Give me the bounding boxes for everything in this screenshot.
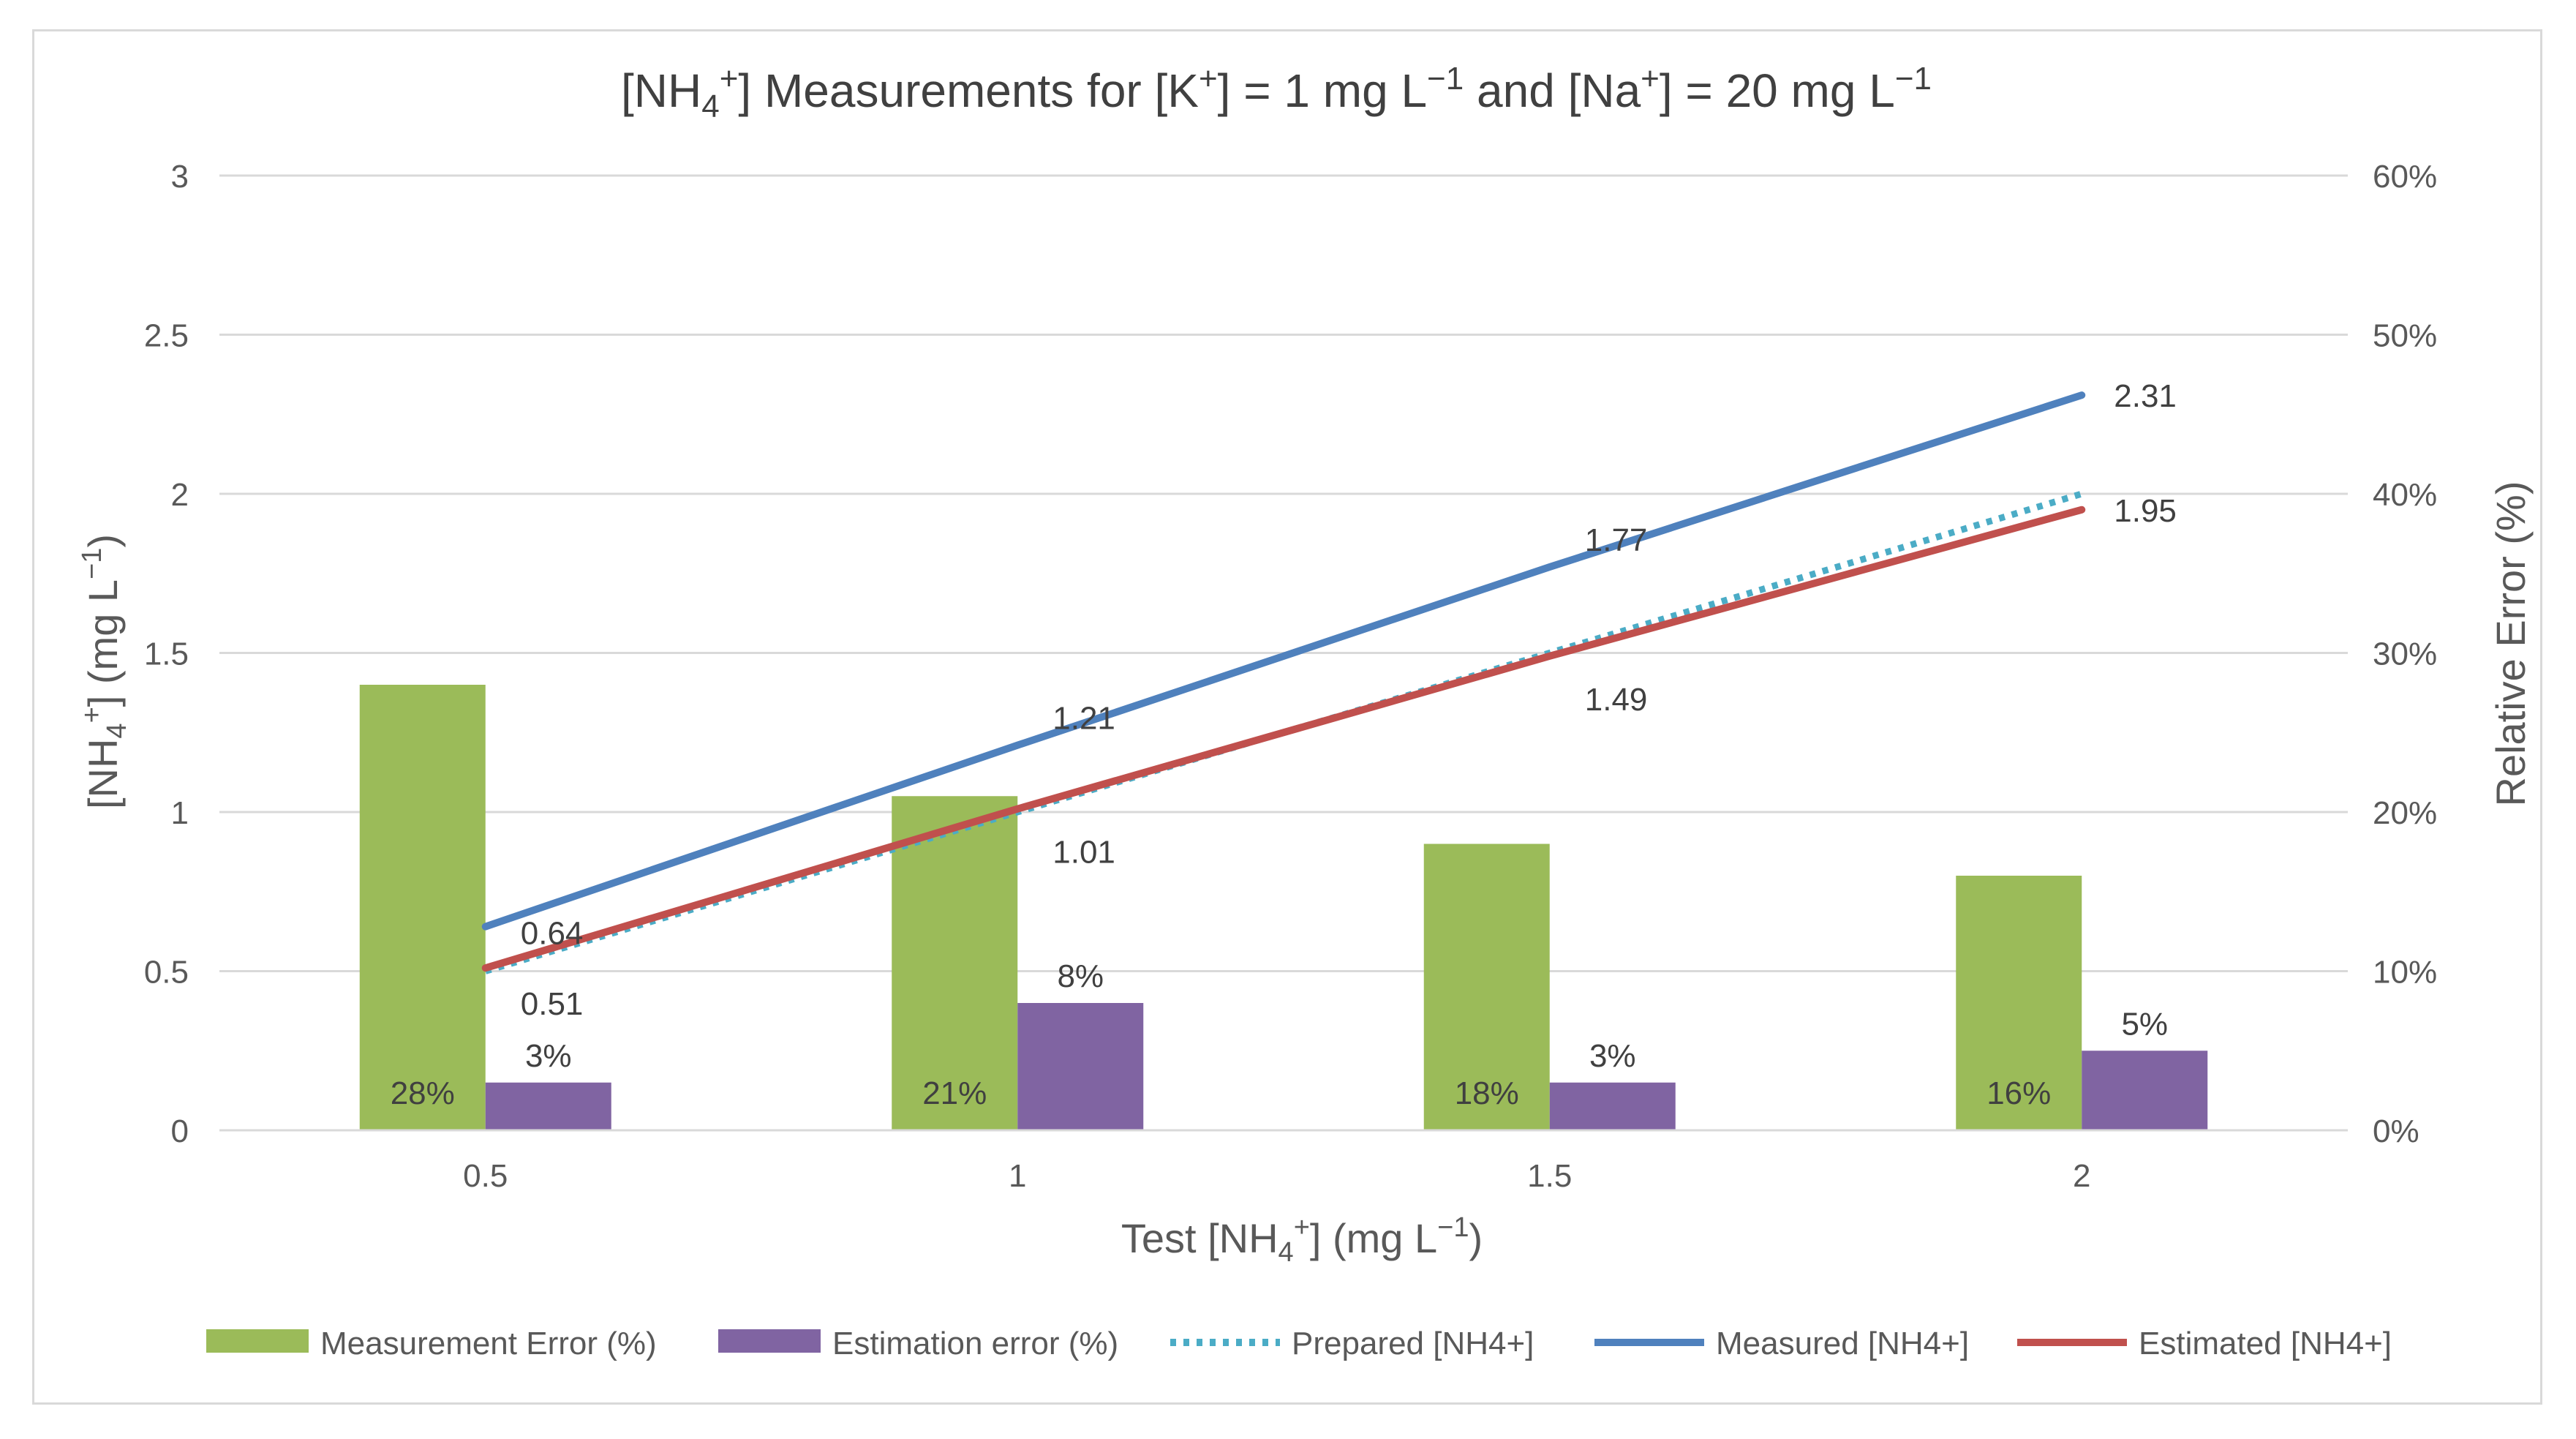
y-tick-label-right: 0% — [2373, 1113, 2419, 1149]
bar — [1549, 1082, 1676, 1130]
line-data-label: 0.64 — [521, 916, 584, 952]
y-tick-label-left: 0.5 — [144, 955, 189, 991]
legend-label: Prepared [NH4+] — [1292, 1326, 1534, 1361]
chart-title: [NH4+] Measurements for [K+] = 1 mg L−1 … — [621, 61, 1932, 124]
bar — [1956, 876, 2082, 1130]
line-data-label: 1.21 — [1052, 701, 1115, 737]
bar — [2082, 1051, 2208, 1130]
legend-swatch — [718, 1329, 821, 1353]
y-tick-label-right: 60% — [2373, 159, 2437, 195]
y-tick-label-right: 50% — [2373, 318, 2437, 354]
bar — [1423, 844, 1550, 1130]
series-line — [481, 391, 2086, 931]
y-tick-label-left: 0 — [171, 1113, 189, 1149]
y-axis-title-left: [NH4+] (mg L−1) — [77, 534, 132, 809]
y-tick-label-right: 40% — [2373, 477, 2437, 513]
bar — [892, 796, 1018, 1130]
x-tick-label: 1 — [1009, 1158, 1026, 1194]
y-axis-title-right: Relative Error (%) — [2488, 481, 2534, 807]
data-labels: 28% 21% 18% 16% 3% 8% 3% 5% 0.64 1.21 1.77 2.31 0.51… — [391, 378, 2177, 1111]
axes: 00.511.522.530%10%20%30%40%50%60%0.5 1 1.5… — [144, 159, 2437, 1194]
bar — [1017, 1003, 1144, 1130]
x-tick-label: 2 — [2073, 1158, 2090, 1194]
y-tick-label-left: 2 — [171, 477, 189, 513]
legend-label: Estimation error (%) — [832, 1326, 1118, 1361]
bars — [359, 685, 2208, 1130]
line-data-label: 0.51 — [521, 986, 584, 1022]
line-data-label: 2.31 — [2114, 378, 2177, 414]
lines — [481, 391, 2086, 974]
legend-label: Measured [NH4+] — [1716, 1326, 1969, 1361]
bar — [485, 1082, 611, 1130]
line-data-label: 1.01 — [1052, 835, 1115, 871]
bar-data-label: 21% — [922, 1075, 987, 1111]
bar-data-label: 3% — [525, 1038, 572, 1074]
y-tick-label-right: 20% — [2373, 795, 2437, 831]
y-tick-label-left: 1 — [171, 795, 189, 831]
bar — [359, 685, 486, 1130]
x-tick-label: 0.5 — [463, 1158, 508, 1194]
line-data-label: 1.95 — [2114, 493, 2177, 529]
line-data-label: 1.49 — [1585, 682, 1648, 718]
y-tick-label-right: 30% — [2373, 636, 2437, 672]
legend-label: Measurement Error (%) — [320, 1326, 657, 1361]
bar-data-label: 18% — [1455, 1075, 1519, 1111]
x-tick-label: 1.5 — [1527, 1158, 1572, 1194]
legend-swatch — [206, 1329, 309, 1353]
bar-data-label: 3% — [1589, 1038, 1636, 1074]
bar-data-label: 16% — [1986, 1075, 2051, 1111]
x-axis-title: Test [NH4+] (mg L−1) — [1121, 1212, 1483, 1268]
series-line — [481, 506, 2086, 972]
line-data-label: 1.77 — [1585, 522, 1648, 558]
bar-data-label: 8% — [1057, 958, 1104, 994]
y-tick-label-left: 3 — [171, 159, 189, 195]
legend: Measurement Error (%) Estimation error (%… — [206, 1326, 2392, 1361]
y-tick-label-right: 10% — [2373, 955, 2437, 991]
y-tick-label-left: 2.5 — [144, 318, 189, 354]
y-tick-label-left: 1.5 — [144, 636, 189, 672]
bar-data-label: 5% — [2121, 1006, 2168, 1042]
legend-label: Estimated [NH4+] — [2139, 1326, 2392, 1361]
bar-data-label: 28% — [391, 1075, 455, 1111]
